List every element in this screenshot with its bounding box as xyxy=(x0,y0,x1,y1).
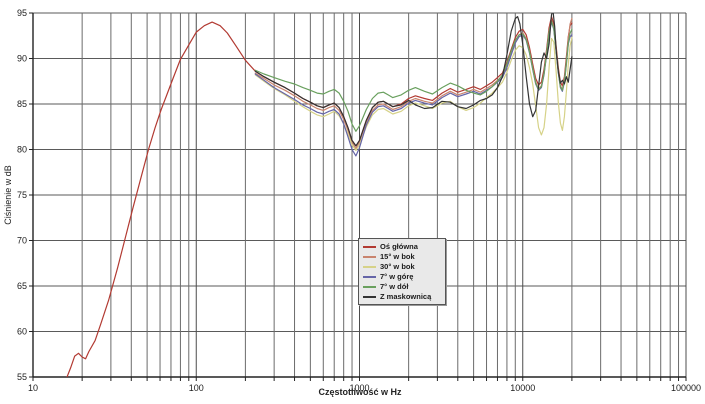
x-tick-label: 100 xyxy=(189,383,204,393)
legend-item: 7° w górę xyxy=(363,272,441,282)
legend-item: Oś główna xyxy=(363,242,441,252)
y-axis-title: Ciśnienie w dB xyxy=(3,165,13,225)
x-axis-title: Częstotliwość w Hz xyxy=(318,387,402,397)
y-tick-label: 70 xyxy=(17,236,27,246)
series-30-w-bok xyxy=(254,36,573,151)
series-7-w-g-r- xyxy=(254,21,573,157)
legend-label: Z maskownicą xyxy=(380,292,432,301)
x-tick-label: 10000 xyxy=(510,383,535,393)
y-tick-label: 55 xyxy=(17,372,27,382)
legend-swatch-line xyxy=(363,296,376,298)
legend-swatch-line xyxy=(363,266,376,268)
y-tick-label: 90 xyxy=(17,54,27,64)
legend-swatch-line xyxy=(363,276,376,278)
legend-swatch-line xyxy=(363,256,376,258)
legend-label: 15° w bok xyxy=(380,252,415,261)
chart-legend: Oś główna 15° w bok 30° w bok 7° w górę 7° w… xyxy=(358,238,446,305)
legend-item: 15° w bok xyxy=(363,252,441,262)
y-tick-label: 65 xyxy=(17,281,27,291)
legend-item: Z maskownicą xyxy=(363,292,441,302)
legend-label: 30° w bok xyxy=(380,262,415,271)
legend-label: 7° w dół xyxy=(380,282,409,291)
series-o-g-wna xyxy=(66,16,573,377)
x-tick-label: 100000 xyxy=(671,383,701,393)
x-tick-label: 10 xyxy=(28,383,38,393)
x-tick-label: 1000 xyxy=(349,383,369,393)
y-tick-label: 95 xyxy=(17,8,27,18)
series-z-maskownic- xyxy=(254,13,573,147)
y-tick-label: 80 xyxy=(17,145,27,155)
legend-label: Oś główna xyxy=(380,242,418,251)
legend-label: 7° w górę xyxy=(380,272,414,281)
y-tick-label: 85 xyxy=(17,99,27,109)
y-tick-label: 75 xyxy=(17,190,27,200)
legend-item: 7° w dół xyxy=(363,282,441,292)
y-tick-label: 60 xyxy=(17,327,27,337)
legend-item: 30° w bok xyxy=(363,262,441,272)
legend-swatch-line xyxy=(363,246,376,248)
legend-swatch-line xyxy=(363,286,376,288)
